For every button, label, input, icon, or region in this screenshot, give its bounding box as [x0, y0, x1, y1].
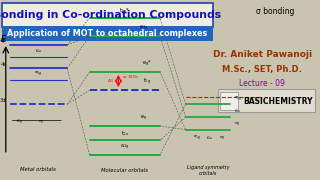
Text: 4p: 4p	[0, 38, 6, 43]
Text: Application of MOT to octahedral complexes: Application of MOT to octahedral complex…	[7, 29, 207, 38]
Text: E: E	[1, 35, 6, 44]
Text: Metal orbitals: Metal orbitals	[20, 167, 56, 172]
Text: Bonding in Co-ordination Compounds: Bonding in Co-ordination Compounds	[0, 10, 221, 20]
Text: t$_{1u}$: t$_{1u}$	[206, 135, 213, 142]
Text: Lecture - 09: Lecture - 09	[239, 79, 285, 88]
Text: M.Sc., SET, Ph.D.: M.Sc., SET, Ph.D.	[222, 65, 302, 74]
Text: t$_{1u}$*: t$_{1u}$*	[119, 6, 130, 15]
Text: Dr. Aniket Pawanoji: Dr. Aniket Pawanoji	[213, 50, 312, 59]
Text: Molecular orbitals: Molecular orbitals	[101, 168, 148, 173]
Text: a$_{1g}$: a$_{1g}$	[234, 94, 242, 103]
Text: a$_{1g}$: a$_{1g}$	[120, 143, 129, 152]
Text: a$_{1g}$: a$_{1g}$	[140, 24, 148, 33]
Text: e$_g$: e$_g$	[234, 120, 240, 128]
Text: e$_g$: e$_g$	[219, 134, 226, 142]
Text: or 10D$_q$: or 10D$_q$	[122, 73, 138, 82]
Text: t$_{1u}$: t$_{1u}$	[234, 108, 241, 115]
Text: 3d: 3d	[0, 98, 6, 103]
Text: Δ$_0$: Δ$_0$	[107, 77, 114, 85]
Text: e$_g$: e$_g$	[38, 118, 45, 126]
Text: e$_g$: e$_g$	[140, 114, 148, 123]
FancyBboxPatch shape	[2, 26, 213, 41]
Text: σ bonding: σ bonding	[256, 7, 294, 16]
Text: t$_{2g}$: t$_{2g}$	[16, 117, 23, 126]
FancyBboxPatch shape	[220, 92, 238, 110]
Text: a$_{1g}$: a$_{1g}$	[193, 134, 201, 142]
Text: 4s: 4s	[0, 62, 6, 67]
Text: t$_{1u}$: t$_{1u}$	[35, 47, 42, 55]
Text: e$_g$*: e$_g$*	[142, 59, 152, 69]
FancyBboxPatch shape	[218, 89, 315, 112]
Text: t$_{2g}$: t$_{2g}$	[143, 77, 151, 87]
Text: BASICHEMISTRY: BASICHEMISTRY	[243, 97, 313, 106]
Text: Ligand symmetry
orbitals: Ligand symmetry orbitals	[187, 165, 229, 176]
Text: a$_{1g}$: a$_{1g}$	[34, 70, 43, 78]
Text: t$_{1u}$: t$_{1u}$	[121, 129, 129, 138]
FancyBboxPatch shape	[2, 3, 213, 27]
